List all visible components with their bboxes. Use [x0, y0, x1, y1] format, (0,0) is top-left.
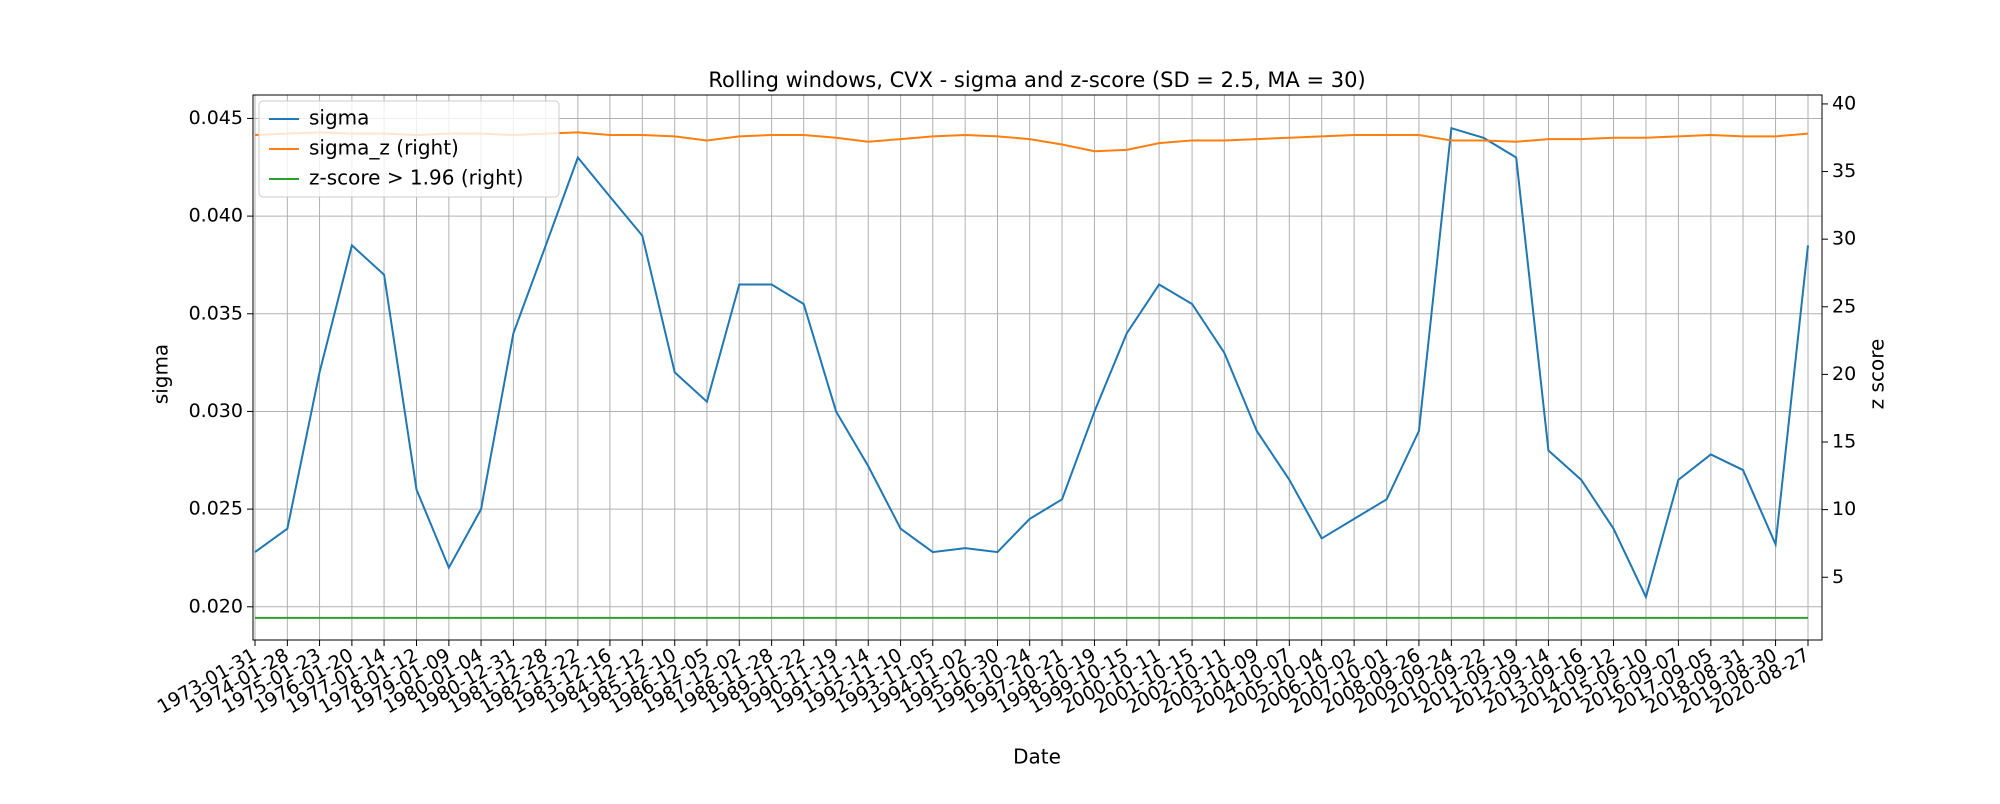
y-tick-label: 0.040: [189, 205, 243, 227]
chart-title: Rolling windows, CVX - sigma and z-score…: [708, 68, 1365, 92]
y-axis-label: sigma: [149, 344, 173, 404]
y2-tick-label: 20: [1832, 363, 1856, 385]
y2-tick-label: 35: [1832, 160, 1856, 182]
y-tick-label: 0.030: [189, 400, 243, 422]
legend-label: sigma_z (right): [309, 136, 459, 160]
y2-tick-label: 5: [1832, 566, 1844, 588]
y-tick-label: 0.035: [189, 302, 243, 324]
legend-label: z-score > 1.96 (right): [309, 166, 523, 190]
y2-tick-label: 30: [1832, 228, 1856, 250]
y2-axis-label: z score: [1865, 339, 1889, 410]
legend: sigma sigma_z (right) z-score > 1.96 (righ…: [258, 100, 560, 198]
y-tick-label: 0.020: [189, 595, 243, 617]
y2-tick-label: 40: [1832, 92, 1856, 114]
y-tick-label: 0.025: [189, 498, 243, 520]
plot-frame: [252, 94, 1823, 641]
y-tick-label: 0.045: [189, 107, 243, 129]
legend-label: sigma: [309, 106, 369, 130]
y2-tick-label: 10: [1832, 498, 1856, 520]
y2-tick-label: 15: [1832, 431, 1856, 453]
y2-tick-label: 25: [1832, 295, 1856, 317]
x-axis-label: Date: [1013, 745, 1061, 769]
series-line: [254, 126, 1809, 600]
legend-box: [258, 100, 560, 198]
